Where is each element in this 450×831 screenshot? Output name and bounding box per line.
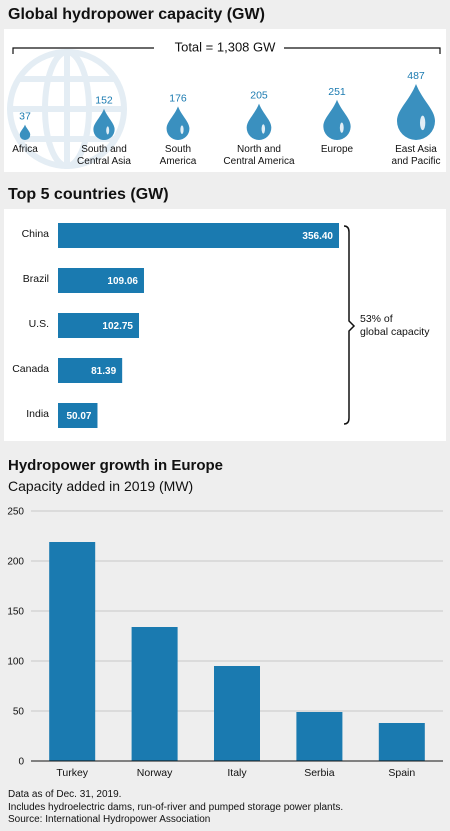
country-bar-value: 102.75 <box>102 321 133 332</box>
x-tick-label: Spain <box>388 767 415 779</box>
x-tick-label: Serbia <box>304 767 335 779</box>
country-label: U.S. <box>29 318 49 330</box>
region-label: Central Asia <box>77 156 131 167</box>
y-tick-label: 100 <box>7 657 24 668</box>
country-bar-value: 81.39 <box>91 366 116 377</box>
section3-title: Hydropower growth in Europe <box>8 457 224 474</box>
drop-value-label: 152 <box>95 95 113 107</box>
drop-highlight <box>106 126 110 135</box>
drop-highlight <box>419 115 426 131</box>
drop-value-label: 487 <box>407 70 425 82</box>
water-drop-icon <box>19 124 31 140</box>
europe-growth-chart: 0 50 100 150 200 250 Turkey Norway Italy Serbia Sp… <box>7 507 443 779</box>
country-bar <box>58 403 98 428</box>
share-label-line1: 53% of <box>360 313 393 325</box>
capacity-panel: Total = 1,308 GW 37 Africa 152 South and Cent… <box>4 29 446 172</box>
footnote-source: Source: International Hydropower Associa… <box>8 814 211 825</box>
footnotes: Data as of Dec. 31, 2019. Includes hydro… <box>8 789 343 827</box>
section2-title: Top 5 countries (GW) <box>8 186 169 203</box>
x-tick-label: Norway <box>137 767 173 779</box>
country-label: Brazil <box>23 273 49 285</box>
drop-highlight <box>180 125 184 135</box>
share-bracket <box>343 225 356 425</box>
share-label-line2: global capacity <box>360 326 430 338</box>
drop-value-label: 205 <box>250 90 268 102</box>
water-drop-icon <box>93 108 115 140</box>
europe-bar <box>49 542 96 761</box>
x-tick-label: Turkey <box>56 767 88 779</box>
footnote-date: Data as of Dec. 31, 2019. <box>8 789 122 800</box>
y-tick-label: 50 <box>13 707 25 718</box>
region-label: America <box>160 156 197 167</box>
country-bar <box>58 223 339 248</box>
country-bar <box>58 268 144 293</box>
country-label: China <box>22 228 50 240</box>
drop-value-label: 251 <box>328 86 346 98</box>
country-bar-value: 50.07 <box>66 411 91 422</box>
countries-chart: China 356.40 Brazil 109.06 U.S. 102.75 Canada 8… <box>12 223 430 428</box>
drop-value-label: 176 <box>169 92 187 104</box>
y-tick-label: 0 <box>18 757 24 768</box>
water-drop-icon <box>246 103 272 140</box>
region-label: East Asia <box>395 144 437 155</box>
country-label: Canada <box>12 363 49 375</box>
x-tick-label: Italy <box>227 767 247 779</box>
total-label: Total = 1,308 GW <box>175 39 277 54</box>
region-label: South <box>165 144 191 155</box>
region-label: and Pacific <box>392 156 441 167</box>
countries-panel: China 356.40 Brazil 109.06 U.S. 102.75 Canada 8… <box>4 209 446 441</box>
section1-title: Global hydropower capacity (GW) <box>8 6 265 23</box>
drop-value-label: 37 <box>19 111 31 123</box>
country-bar-value: 109.06 <box>107 276 138 287</box>
europe-bar <box>296 712 343 761</box>
country-bar <box>58 313 140 338</box>
water-drop-icon <box>323 99 351 141</box>
y-tick-label: 200 <box>7 557 24 568</box>
europe-bar <box>378 723 425 761</box>
drop-highlight <box>339 122 344 133</box>
country-bar-value: 356.40 <box>302 231 333 242</box>
water-drop-icon <box>166 106 190 140</box>
region-label: Central America <box>223 156 295 167</box>
globe-icon <box>7 49 127 169</box>
region-label: Europe <box>321 144 354 155</box>
europe-bar <box>131 627 178 761</box>
europe-bar <box>214 666 260 761</box>
region-label: South and <box>81 144 127 155</box>
y-tick-label: 250 <box>7 507 24 518</box>
country-label: India <box>26 408 49 420</box>
y-tick-label: 150 <box>7 607 24 618</box>
region-label: North and <box>237 144 281 155</box>
section3-subtitle: Capacity added in 2019 (MW) <box>8 478 194 494</box>
footnote-includes: Includes hydroelectric dams, run-of-rive… <box>8 801 344 813</box>
drop-highlight <box>261 124 266 134</box>
region-label: Africa <box>12 144 38 155</box>
country-bar <box>58 358 123 383</box>
water-drop-icon <box>397 84 435 140</box>
